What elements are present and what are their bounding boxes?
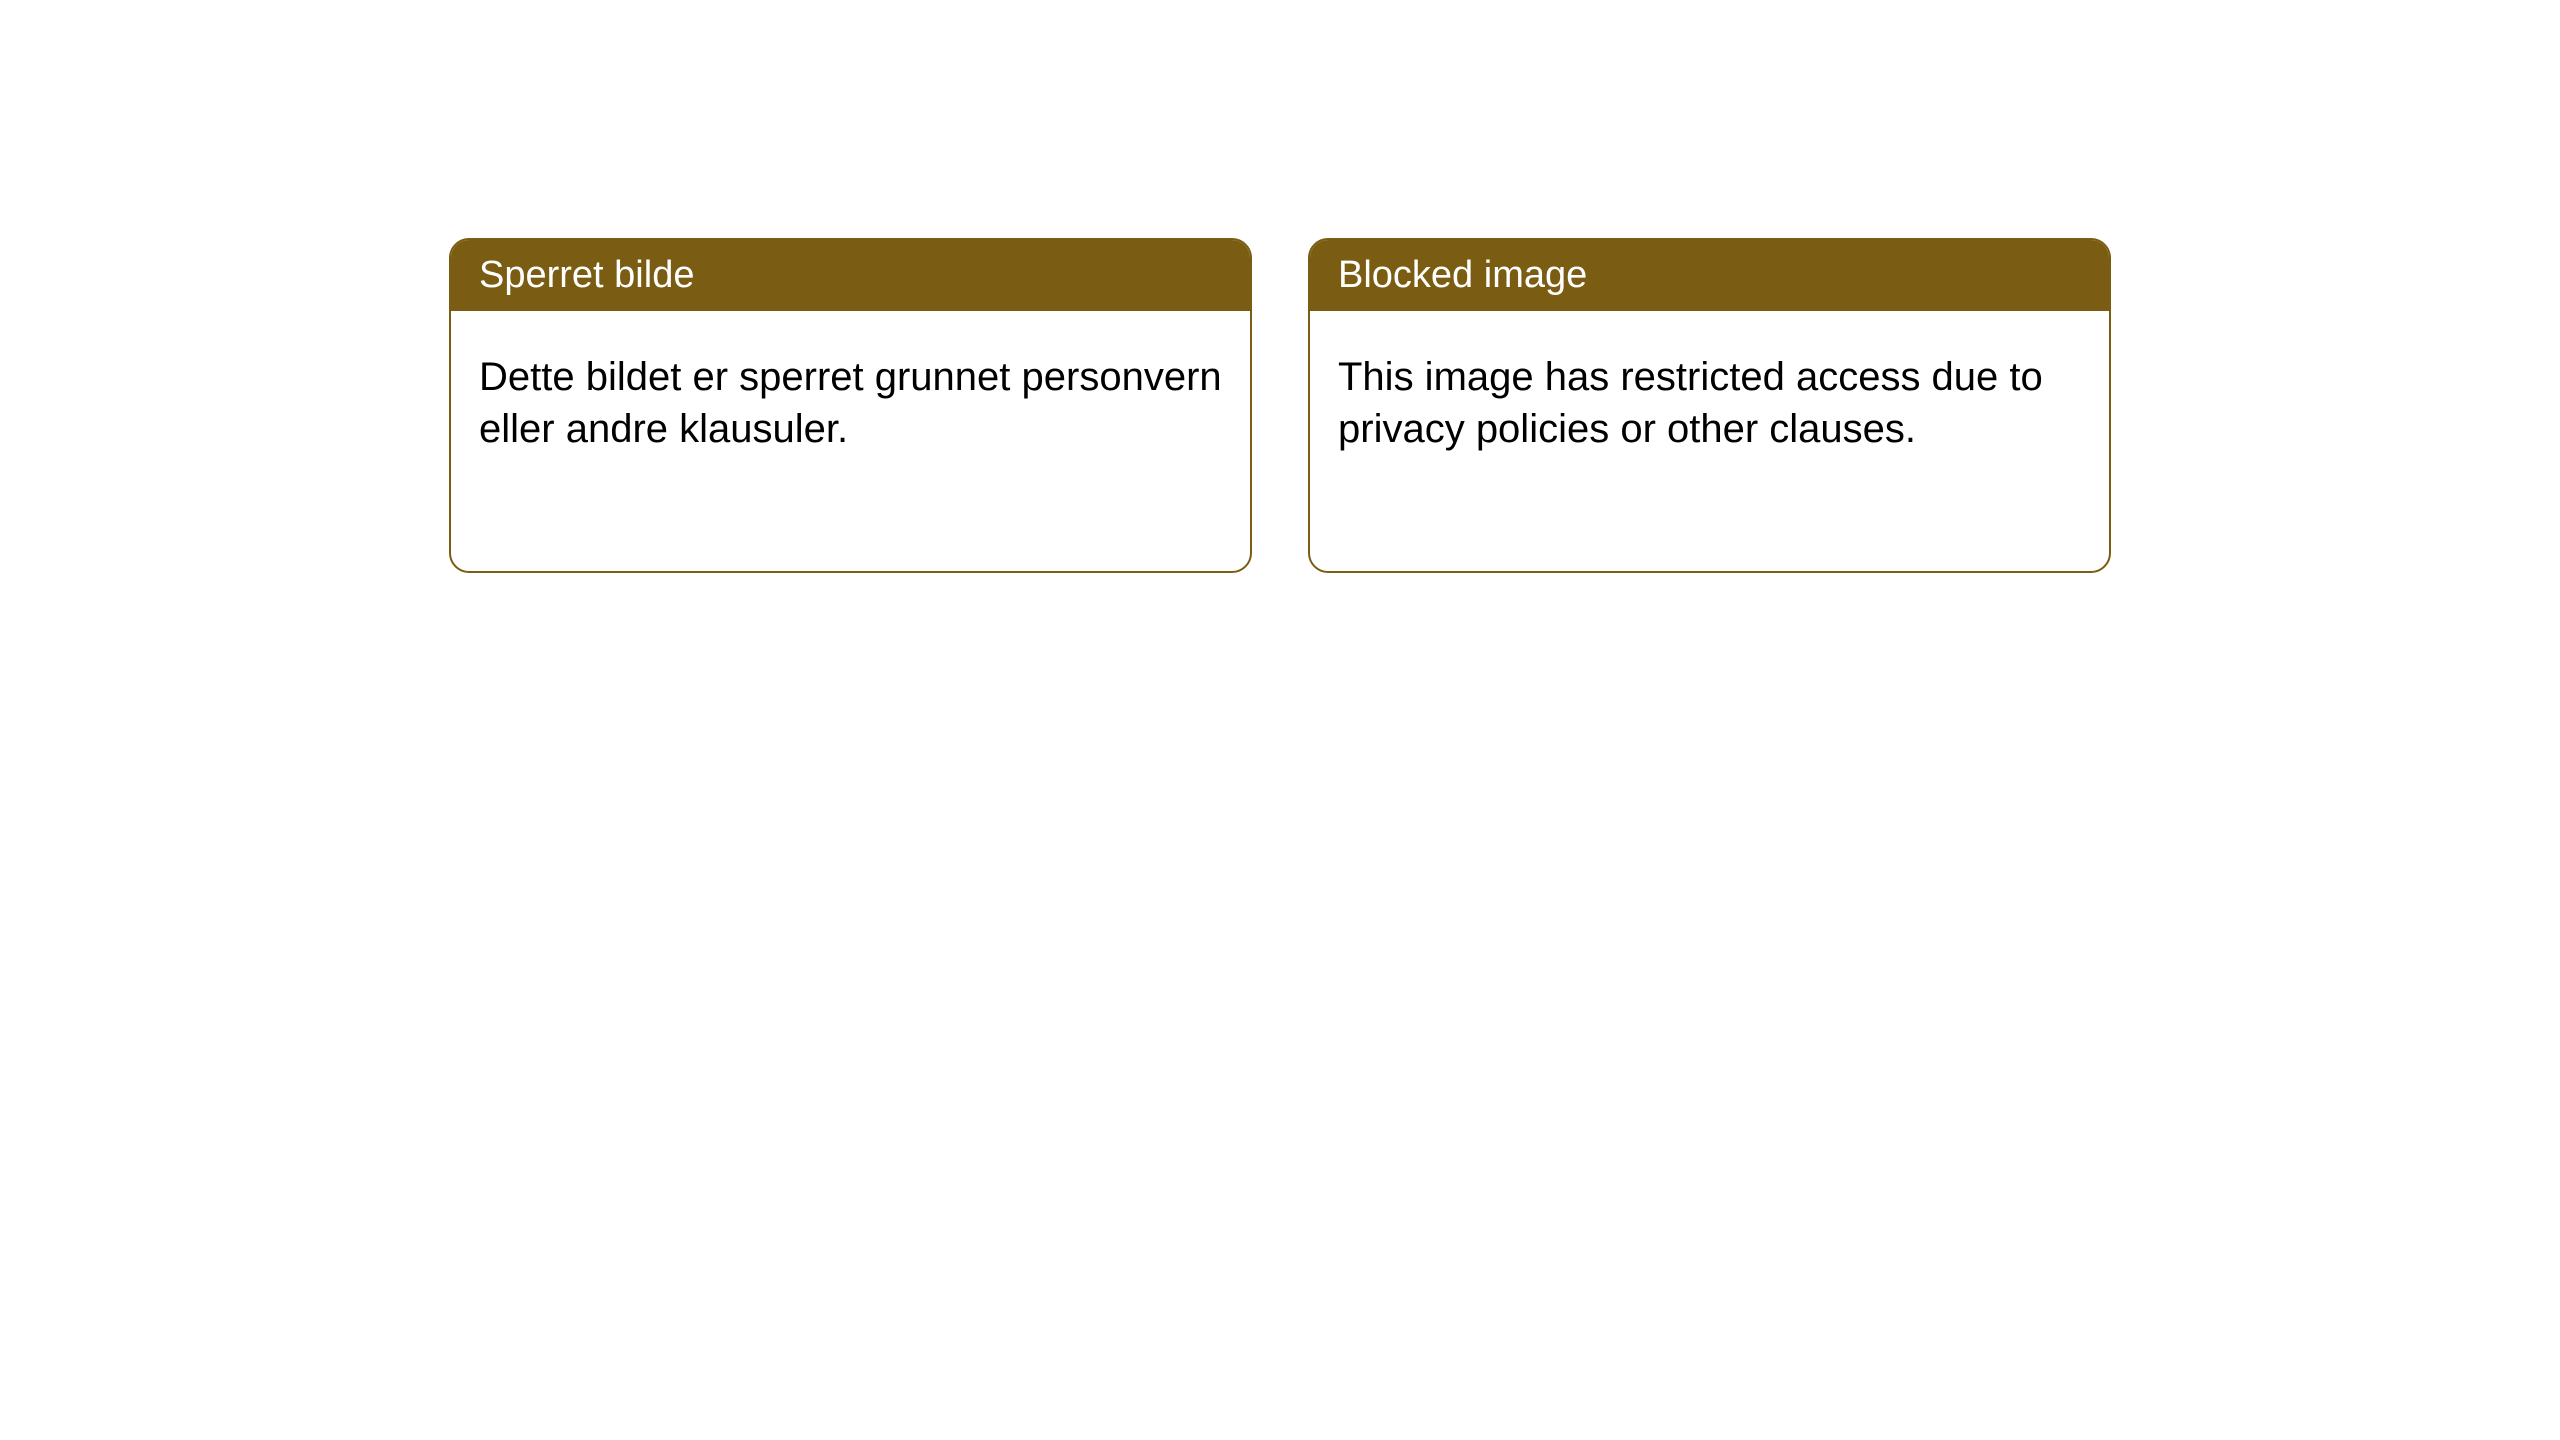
card-body-text: This image has restricted access due to … bbox=[1338, 355, 2043, 451]
card-header: Sperret bilde bbox=[451, 240, 1250, 311]
card-header: Blocked image bbox=[1310, 240, 2109, 311]
card-title: Blocked image bbox=[1338, 254, 1587, 296]
blocked-image-card-en: Blocked image This image has restricted … bbox=[1308, 238, 2111, 573]
card-title: Sperret bilde bbox=[479, 254, 694, 296]
blocked-image-card-no: Sperret bilde Dette bildet er sperret gr… bbox=[449, 238, 1252, 573]
cards-container: Sperret bilde Dette bildet er sperret gr… bbox=[0, 0, 2560, 573]
card-body: This image has restricted access due to … bbox=[1310, 311, 2109, 495]
card-body: Dette bildet er sperret grunnet personve… bbox=[451, 311, 1250, 495]
card-body-text: Dette bildet er sperret grunnet personve… bbox=[479, 355, 1222, 451]
